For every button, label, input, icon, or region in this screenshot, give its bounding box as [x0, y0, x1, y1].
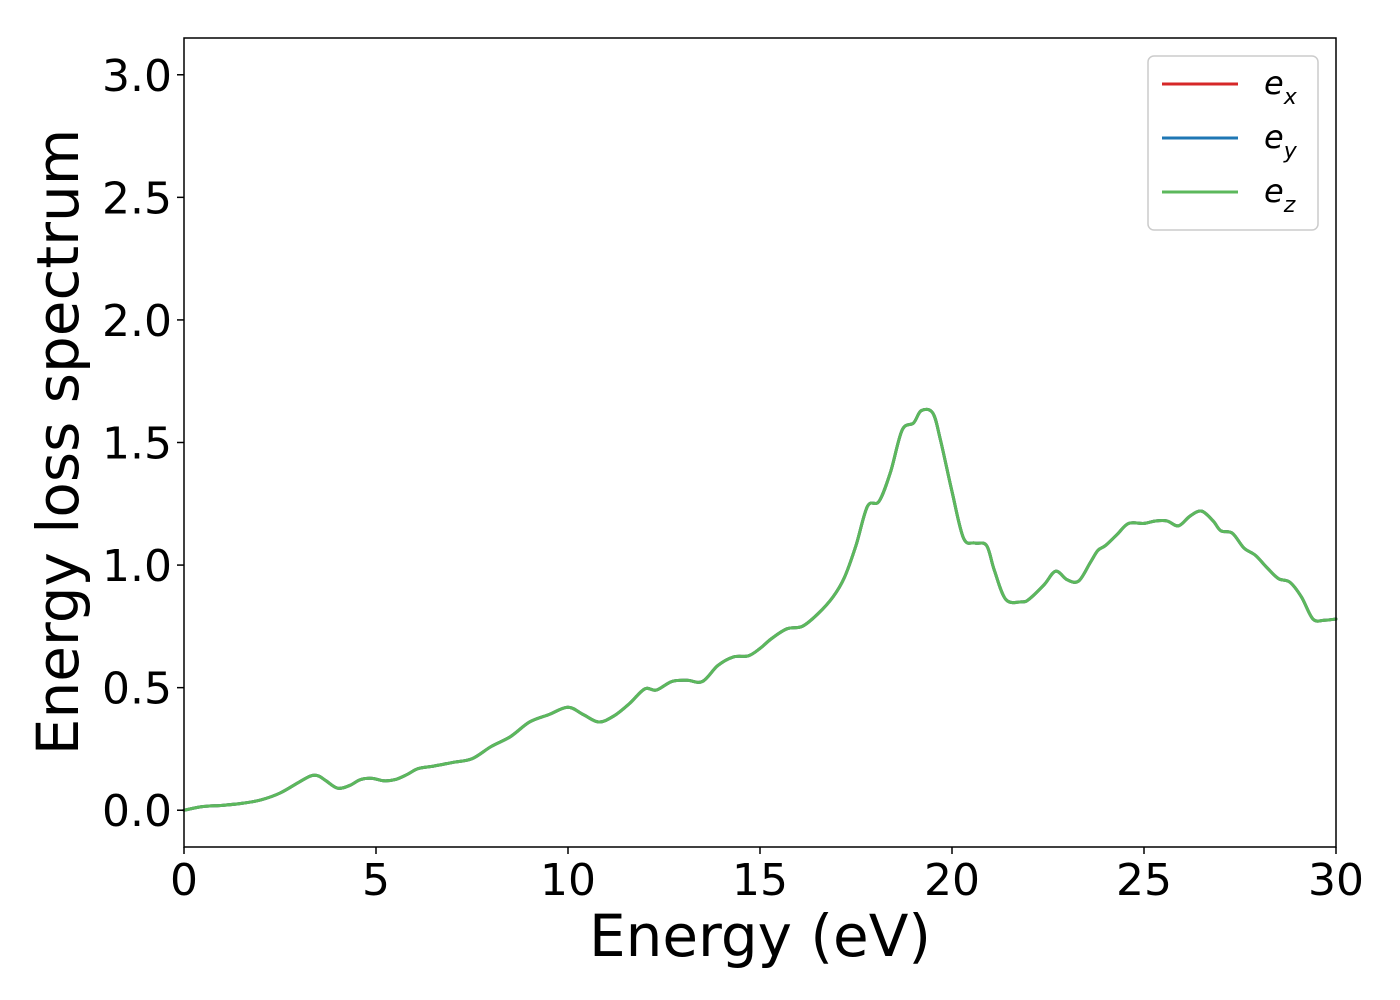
- legend-label-subscript: x: [1283, 85, 1298, 110]
- x-tick-label: 20: [924, 855, 980, 906]
- x-tick-label: 25: [1116, 855, 1172, 906]
- x-tick-label: 0: [170, 855, 198, 906]
- x-tick-label: 10: [540, 855, 596, 906]
- series-line-e-z: [182, 407, 1338, 812]
- legend-label-subscript: y: [1283, 139, 1298, 164]
- y-tick-label: 2.5: [102, 173, 172, 224]
- legend-label-base: e: [1264, 118, 1284, 156]
- y-tick-label: 0.0: [102, 786, 172, 837]
- legend-frame: [1147, 55, 1319, 231]
- legend-label-e-z: ez: [1264, 172, 1296, 218]
- y-axis-title: Energy loss spectrum: [24, 129, 92, 755]
- x-tick-label: 15: [732, 855, 788, 906]
- legend-label-subscript: z: [1283, 193, 1296, 218]
- x-axis-ticks: 0 5 10 15 20 25 30: [170, 847, 1364, 906]
- legend-label-e-x: ex: [1264, 64, 1298, 110]
- x-tick-label: 30: [1308, 855, 1364, 906]
- y-tick-label: 1.5: [102, 419, 172, 470]
- y-tick-label: 2.0: [102, 296, 172, 347]
- legend-label-base: e: [1264, 64, 1284, 102]
- y-tick-label: 3.0: [102, 51, 172, 102]
- legend-label-base: e: [1264, 172, 1284, 210]
- series-layer: [182, 407, 1338, 812]
- legend-label-e-y: ey: [1264, 118, 1298, 164]
- x-axis-title: Energy (eV): [589, 902, 931, 970]
- y-tick-label: 1.0: [102, 541, 172, 592]
- y-axis-ticks: 0.0 0.5 1.0 1.5 2.0 2.5 3.0: [102, 51, 184, 837]
- x-tick-label: 5: [362, 855, 390, 906]
- y-tick-label: 0.5: [102, 664, 172, 715]
